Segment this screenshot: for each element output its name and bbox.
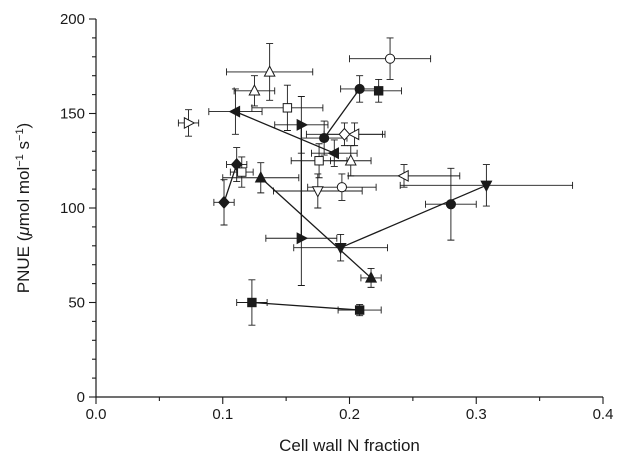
data-point-circle-filled <box>355 84 364 93</box>
data-point-square-open <box>238 168 246 176</box>
data-point-triangle-left-open <box>349 129 359 139</box>
data-point-diamond-filled <box>219 197 229 209</box>
x-tick-label: 0.2 <box>339 406 360 423</box>
data-point-triangle-right-filled <box>297 233 307 243</box>
y-axis-title-part: mol mol <box>14 167 33 227</box>
data-point-triangle-up-open <box>249 85 259 95</box>
x-tick-label: 0.3 <box>466 406 487 423</box>
x-tick-label: 0.0 <box>86 406 107 423</box>
y-axis-title: PNUE (μmol mol−1 s−1) <box>14 123 33 293</box>
x-tick-label: 0.1 <box>212 406 233 423</box>
connecting-lines <box>224 89 486 310</box>
y-axis-title-exponent: −1 <box>14 128 26 141</box>
y-axis-title-part: s <box>14 141 33 154</box>
data-point-triangle-left-open <box>398 171 408 181</box>
y-tick-label: 100 <box>60 200 85 217</box>
axes <box>96 19 603 397</box>
y-axis-title-exponent: −1 <box>14 154 26 167</box>
data-point-square-open <box>315 157 323 165</box>
y-tick-label: 0 <box>77 389 85 406</box>
data-point-square-open <box>283 104 291 112</box>
x-axis-ticks: 0.0 0.1 0.2 0.3 0.4 <box>86 397 614 423</box>
data-point-circle-open <box>337 183 346 192</box>
data-point-square-filled <box>248 298 256 306</box>
data-point-triangle-left-filled <box>329 148 339 158</box>
data-point-square-filled <box>374 87 382 95</box>
x-axis-title: Cell wall N fraction <box>279 436 420 455</box>
data-point-triangle-left-filled <box>230 106 240 116</box>
y-tick-label: 50 <box>68 295 85 312</box>
x-tick-label: 0.4 <box>593 406 614 423</box>
y-tick-label: 200 <box>60 11 85 28</box>
data-point-triangle-right-filled <box>297 120 307 130</box>
data-point-triangle-up-filled <box>256 172 266 182</box>
data-point-square-filled <box>355 306 363 314</box>
data-point-triangle-up-open <box>264 66 274 76</box>
axis-frame <box>96 19 603 397</box>
data-point-triangle-right-open <box>184 118 194 128</box>
y-axis-title-part: ) <box>14 123 33 129</box>
series-connector-line <box>341 185 487 247</box>
y-axis-ticks: 0 50 100 150 200 <box>60 11 96 406</box>
data-point-circle-filled <box>320 133 329 142</box>
data-point-triangle-down-filled <box>335 243 345 253</box>
series-connector-line <box>252 303 360 311</box>
data-point-circle-filled <box>446 200 455 209</box>
y-axis-title-part: PNUE ( <box>14 235 33 293</box>
data-point-triangle-down-open <box>313 187 323 197</box>
data-point-triangle-down-filled <box>481 181 491 191</box>
data-point-triangle-up-filled <box>366 272 376 282</box>
y-tick-label: 150 <box>60 106 85 123</box>
data-point-circle-open <box>385 54 394 63</box>
